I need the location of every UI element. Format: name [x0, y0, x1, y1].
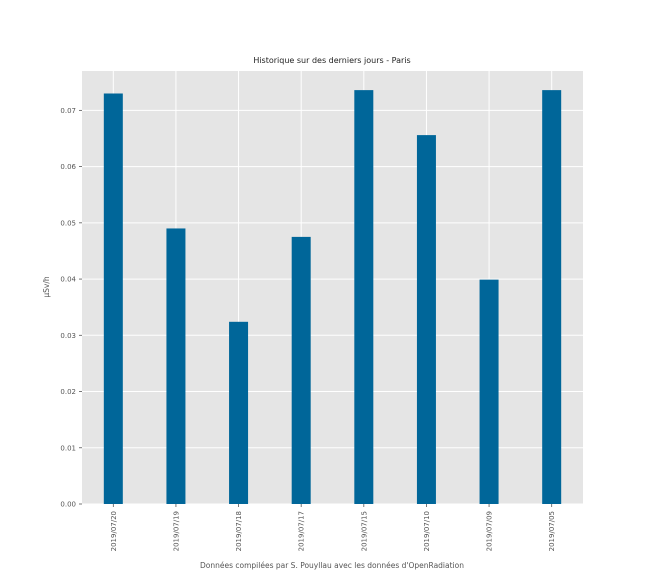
x-tick-label: 2019/07/20	[110, 511, 118, 551]
y-tick-label: 0.00	[60, 501, 76, 509]
x-tick-label: 2019/07/10	[423, 511, 431, 551]
plot-area	[82, 71, 583, 504]
y-tick-label: 0.03	[60, 332, 76, 340]
bar-2019-07-09	[479, 279, 499, 504]
bar-2019-07-19	[166, 228, 186, 505]
bar-series	[103, 90, 562, 505]
x-axis-label: Données compilées par S. Pouyllau avec l…	[200, 561, 464, 570]
x-tick-label: 2019/07/15	[360, 511, 368, 551]
x-tick-label: 2019/07/17	[298, 511, 306, 551]
bar-2019-07-15	[354, 90, 374, 505]
x-tick-label: 2019/07/18	[235, 511, 243, 551]
chart-title: Historique sur des derniers jours - Pari…	[253, 56, 410, 65]
bar-2019-07-05	[542, 90, 562, 505]
x-axis-ticks: 2019/07/20 2019/07/19 2019/07/18 2019/07/17…	[110, 504, 556, 551]
bar-2019-07-17	[291, 236, 311, 504]
x-tick-label: 2019/07/09	[486, 511, 494, 551]
bar-2019-07-18	[229, 321, 249, 504]
x-tick-label: 2019/07/05	[548, 511, 556, 551]
y-tick-label: 0.04	[60, 276, 76, 284]
bar-2019-07-10	[416, 135, 436, 504]
y-tick-label: 0.05	[60, 219, 76, 227]
bar-2019-07-20	[103, 93, 123, 505]
y-tick-label: 0.01	[60, 444, 76, 452]
y-tick-label: 0.07	[60, 107, 76, 115]
y-tick-label: 0.06	[60, 163, 76, 171]
x-tick-label: 2019/07/19	[172, 511, 180, 551]
y-axis-ticks: 0.00 0.01 0.02 0.03 0.04 0.05 0.06 0.07	[60, 107, 82, 509]
y-tick-label: 0.02	[60, 388, 76, 396]
y-axis-label: µSv/h	[42, 276, 51, 297]
